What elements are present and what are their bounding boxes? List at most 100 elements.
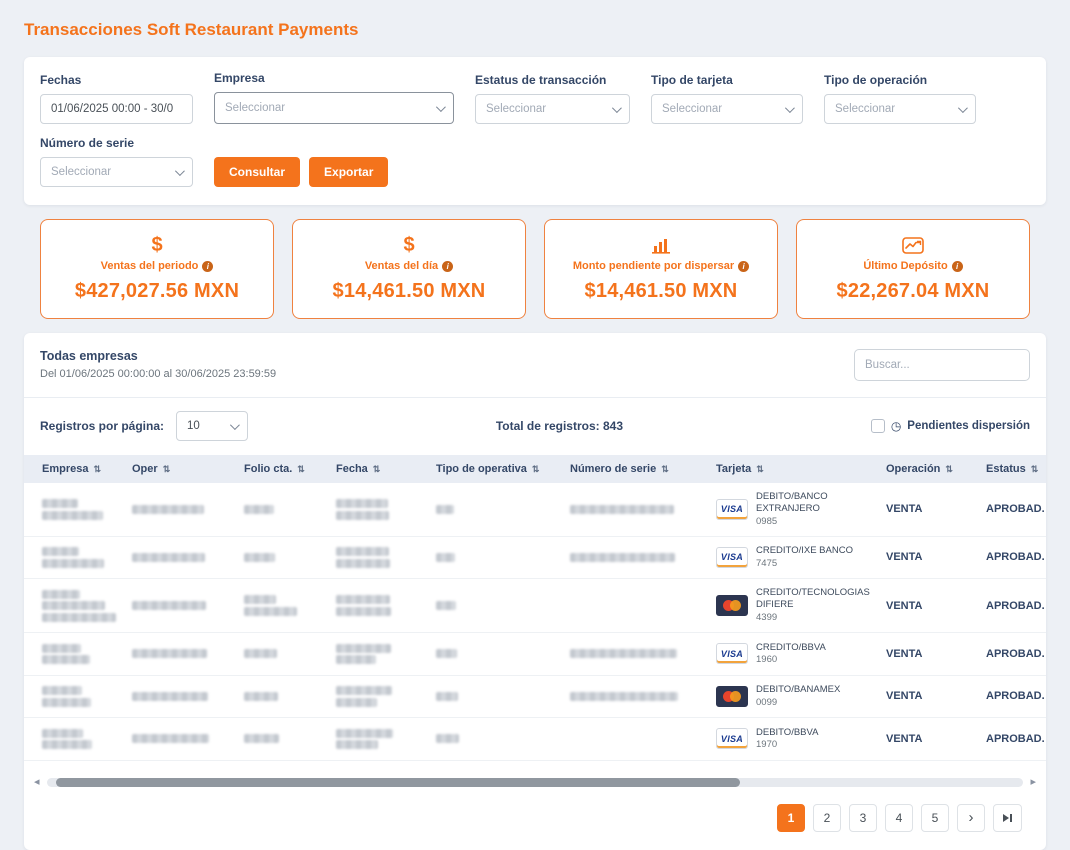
estatus-transaccion-select[interactable]: Seleccionar: [475, 94, 630, 124]
pagination: 1 2 3 4 5: [24, 788, 1046, 850]
col-header-operacion[interactable]: Operación: [878, 455, 978, 483]
fecha-cell: [328, 632, 428, 676]
page-button-1[interactable]: 1: [777, 803, 805, 832]
search-input[interactable]: [854, 349, 1030, 381]
info-icon[interactable]: [202, 260, 214, 272]
stat-value: $22,267.04 MXN: [836, 280, 990, 302]
fecha-cell: [328, 717, 428, 761]
tipo-operativa-cell: [428, 675, 562, 719]
empresa-cell: [24, 632, 124, 676]
sort-icon: [527, 463, 540, 475]
sort-icon: [88, 463, 101, 475]
tarjeta-cell: CREDITO/TECNOLOGIAS DIFIERE 4399: [708, 578, 878, 634]
card-last4: 1960: [756, 654, 778, 666]
next-page-button[interactable]: [957, 803, 985, 832]
table-row[interactable]: VISA CREDITO/BBVA 1960 VENTA APROBAD.: [24, 632, 1046, 676]
fecha-cell: [328, 536, 428, 580]
info-icon[interactable]: [951, 260, 963, 272]
sort-icon: [368, 463, 381, 475]
empresa-cell: [24, 578, 124, 634]
stat-label: Ventas del periodo: [100, 260, 199, 272]
fechas-input[interactable]: [40, 94, 193, 124]
col-header-tarjeta[interactable]: Tarjeta: [708, 455, 878, 483]
stat-card-ventas-dia: Ventas del día $14,461.50 MXN: [292, 219, 526, 319]
page-button-5[interactable]: 5: [921, 803, 949, 832]
scrollbar-track[interactable]: [46, 777, 1024, 787]
stat-value: $427,027.56 MXN: [74, 280, 240, 302]
page-button-4[interactable]: 4: [885, 803, 913, 832]
table-row[interactable]: VISA DEBITO/BANCO EXTRANJERO 0985 VENTA …: [24, 483, 1046, 537]
filters-panel: Fechas Empresa Seleccionar Estatus de tr…: [24, 57, 1046, 205]
scroll-right-icon[interactable]: [1030, 777, 1036, 788]
table-title-block: Todas empresas Del 01/06/2025 00:00:00 a…: [40, 349, 276, 380]
folio-cell: [236, 632, 328, 676]
card-brand-icon: [716, 685, 748, 707]
fecha-cell: [328, 483, 428, 537]
consultar-button[interactable]: Consultar: [214, 157, 301, 187]
col-header-folio[interactable]: Folio cta.: [236, 455, 328, 483]
table-row[interactable]: VISA DEBITO/BBVA 1970 VENTA APROBAD.: [24, 717, 1046, 761]
col-header-tipo-operativa[interactable]: Tipo de operativa: [428, 455, 562, 483]
folio-cell: [236, 483, 328, 537]
col-header-estatus[interactable]: Estatus: [978, 455, 1046, 483]
per-page-label: Registros por página:: [40, 419, 165, 433]
folio-cell: [236, 717, 328, 761]
scrollbar-thumb[interactable]: [56, 777, 741, 787]
stat-label: Monto pendiente por dispersar: [572, 260, 735, 272]
tarjeta-cell: VISA DEBITO/BANCO EXTRANJERO 0985: [708, 483, 878, 537]
col-header-empresa[interactable]: Empresa: [24, 455, 124, 483]
page-title: Transacciones Soft Restaurant Payments: [24, 20, 359, 39]
tipo-operacion-label: Tipo de operación: [824, 73, 928, 87]
exportar-button[interactable]: Exportar: [309, 157, 389, 187]
scroll-left-icon[interactable]: [34, 777, 40, 788]
card-last4: 1970: [756, 739, 778, 751]
dollar-icon: [403, 234, 414, 257]
tipo-tarjeta-select[interactable]: Seleccionar: [651, 94, 803, 124]
oper-cell: [124, 632, 236, 676]
card-last4: 0985: [756, 515, 778, 527]
card-brand-icon: [716, 595, 748, 617]
info-icon[interactable]: [738, 260, 750, 272]
folio-cell: [236, 536, 328, 580]
sort-icon: [751, 463, 764, 475]
numero-serie-select[interactable]: Seleccionar: [40, 157, 193, 187]
tarjeta-cell: VISA CREDITO/IXE BANCO 7475: [708, 536, 878, 580]
tipo-operativa-cell: [428, 483, 562, 537]
page-button-2[interactable]: 2: [813, 803, 841, 832]
table-row[interactable]: DEBITO/BANAMEX 0099 VENTA APROBAD.: [24, 675, 1046, 719]
table-header-row: Empresa Oper Folio cta. Fecha Tipo de op…: [24, 455, 1046, 483]
card-last4: 4399: [756, 612, 778, 624]
numero-serie-cell: [562, 536, 708, 580]
col-header-numero-serie[interactable]: Número de serie: [562, 455, 708, 483]
last-page-button[interactable]: [993, 803, 1022, 832]
card-brand-icon: VISA: [716, 546, 748, 568]
numero-serie-cell: [562, 483, 708, 537]
empresa-select[interactable]: Seleccionar: [214, 92, 454, 124]
page-button-3[interactable]: 3: [849, 803, 877, 832]
sort-icon: [292, 463, 305, 475]
pending-dispersion-checkbox[interactable]: [870, 419, 885, 433]
fechas-label: Fechas: [40, 73, 82, 87]
numero-serie-field: Número de serie Seleccionar: [40, 136, 193, 187]
card-brand-icon: VISA: [716, 498, 748, 520]
sort-icon: [1026, 463, 1039, 475]
tipo-operacion-select[interactable]: Seleccionar: [824, 94, 976, 124]
sort-icon: [940, 463, 953, 475]
empresa-label: Empresa: [214, 71, 265, 85]
per-page-select[interactable]: 10: [176, 411, 249, 441]
col-header-fecha[interactable]: Fecha: [328, 455, 428, 483]
table-title: Todas empresas: [40, 349, 138, 363]
tipo-tarjeta-label: Tipo de tarjeta: [651, 73, 733, 87]
numero-serie-cell: [562, 578, 708, 634]
table-row[interactable]: CREDITO/TECNOLOGIAS DIFIERE 4399 VENTA A…: [24, 578, 1046, 634]
status-cell: APROBAD.: [978, 717, 1046, 761]
status-cell: APROBAD.: [978, 536, 1046, 580]
stat-label: Ventas del día: [364, 260, 439, 272]
table-row[interactable]: VISA CREDITO/IXE BANCO 7475 VENTA APROBA…: [24, 536, 1046, 580]
info-icon[interactable]: [442, 260, 454, 272]
stat-card-ventas-periodo: Ventas del periodo $427,027.56 MXN: [40, 219, 274, 319]
col-header-oper[interactable]: Oper: [124, 455, 236, 483]
numero-serie-cell: [562, 675, 708, 719]
numero-serie-cell: [562, 717, 708, 761]
